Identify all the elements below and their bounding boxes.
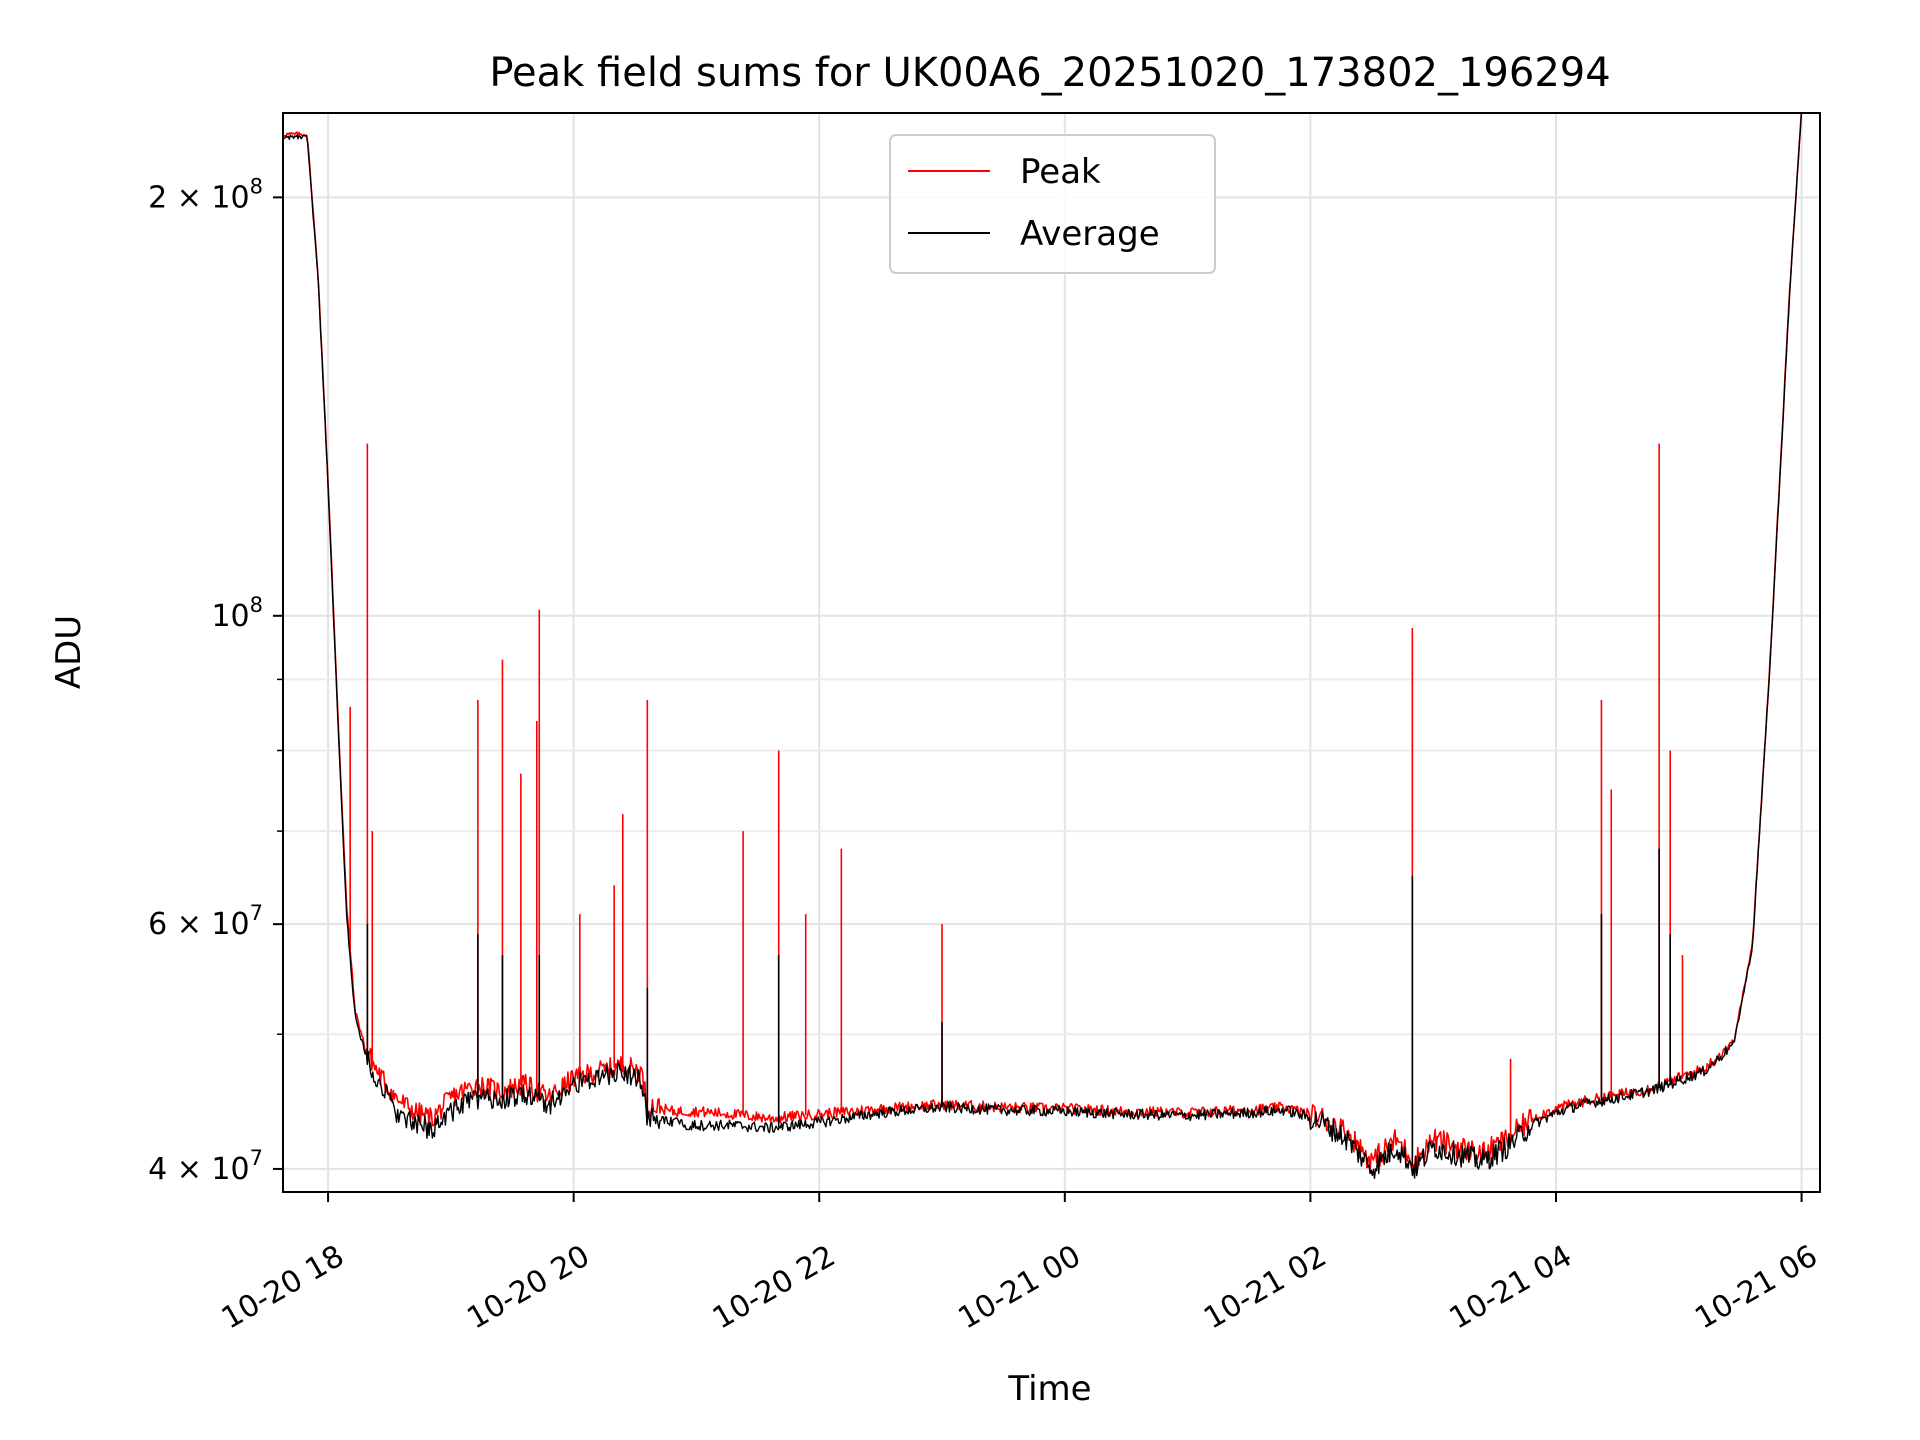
y-tick-label: 108 [211, 593, 263, 634]
legend-label-average: Average [1020, 214, 1160, 254]
legend-label-peak: Peak [1020, 152, 1101, 192]
chart-title: Peak field sums for UK00A6_20251020_1738… [489, 50, 1610, 96]
y-axis: 4 × 107 6 × 107 108 2 × 108 [148, 174, 283, 1187]
legend-box [889, 134, 1216, 274]
y-tick-label: 2 × 108 [148, 174, 263, 215]
plot-series [283, 113, 1803, 1179]
average-series-line [283, 113, 1803, 1179]
legend: Peak Average [889, 134, 1216, 274]
plot-frame [282, 112, 1821, 1193]
x-axis-label: Time [1007, 1369, 1091, 1409]
y-axis-label: ADU [49, 615, 89, 689]
y-tick-label: 6 × 107 [148, 901, 263, 942]
y-tick-label: 4 × 107 [148, 1146, 263, 1187]
